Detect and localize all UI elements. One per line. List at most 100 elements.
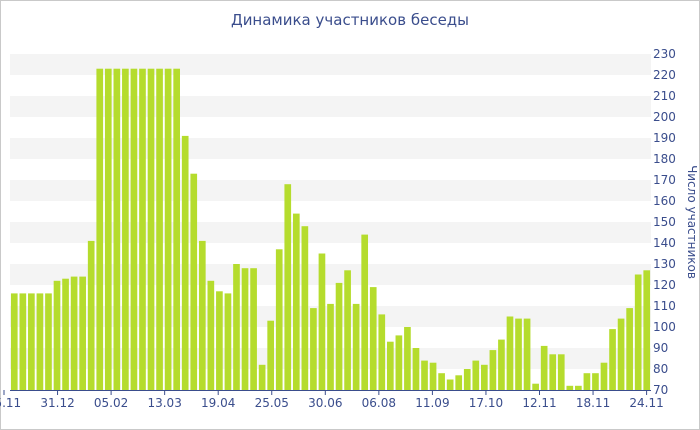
bar bbox=[318, 253, 326, 390]
x-tick-label: 25.05 bbox=[255, 396, 289, 410]
bar bbox=[275, 249, 283, 390]
bar bbox=[532, 383, 539, 390]
bar bbox=[173, 68, 180, 390]
bar bbox=[600, 362, 608, 390]
bar bbox=[216, 291, 223, 390]
bar bbox=[344, 270, 351, 390]
x-tick-label: 30.06 bbox=[308, 396, 342, 410]
bar bbox=[455, 375, 463, 390]
bar bbox=[498, 339, 505, 390]
bar bbox=[10, 293, 18, 390]
x-tick-label: 25.11 bbox=[0, 396, 21, 410]
bar-series bbox=[10, 68, 651, 390]
x-tick-label: 11.09 bbox=[415, 396, 449, 410]
y-tick-label: 140 bbox=[653, 236, 676, 250]
bar bbox=[19, 293, 27, 390]
x-tick-label: 31.12 bbox=[40, 396, 74, 410]
y-axis-label: Число участников bbox=[685, 165, 699, 279]
y-tick-label: 190 bbox=[653, 131, 676, 145]
bar bbox=[481, 364, 488, 390]
x-tick-label: 13.03 bbox=[147, 396, 181, 410]
x-tick-label: 18.11 bbox=[576, 396, 610, 410]
bar bbox=[523, 318, 531, 390]
y-tick-label: 70 bbox=[653, 383, 668, 397]
bar bbox=[463, 369, 471, 390]
bar bbox=[361, 234, 369, 390]
bar bbox=[515, 318, 522, 390]
bar bbox=[506, 316, 514, 390]
y-tick-label: 210 bbox=[653, 89, 676, 103]
bar bbox=[233, 264, 240, 390]
bar bbox=[224, 293, 232, 390]
bar bbox=[592, 373, 599, 390]
bar bbox=[301, 226, 309, 390]
bar bbox=[626, 308, 633, 390]
bar bbox=[241, 268, 249, 390]
bar bbox=[156, 68, 163, 390]
bar bbox=[335, 282, 343, 390]
bar bbox=[386, 341, 394, 390]
bar bbox=[446, 379, 454, 390]
bar bbox=[164, 68, 172, 390]
bar bbox=[549, 354, 557, 390]
y-tick-label: 110 bbox=[653, 299, 676, 313]
bar bbox=[643, 270, 651, 390]
bar bbox=[36, 293, 44, 390]
bar bbox=[198, 240, 206, 390]
y-tick-label: 150 bbox=[653, 215, 676, 229]
bar bbox=[45, 293, 52, 390]
bar bbox=[130, 68, 138, 390]
x-tick-label: 12.11 bbox=[522, 396, 556, 410]
bar bbox=[412, 348, 420, 390]
bar bbox=[540, 345, 548, 390]
bar bbox=[609, 329, 616, 390]
bar bbox=[139, 68, 146, 390]
bar bbox=[258, 364, 266, 390]
bar bbox=[566, 385, 574, 390]
bar bbox=[617, 318, 625, 390]
bar bbox=[575, 385, 582, 390]
x-axis-ticks: 25.11 31.12 05.02 13.03 19.04 25.05 30.06 06.08… bbox=[0, 390, 664, 410]
bar bbox=[28, 293, 35, 390]
y-tick-label: 90 bbox=[653, 341, 668, 355]
bar bbox=[634, 274, 642, 390]
bar bbox=[421, 360, 428, 390]
bar bbox=[147, 68, 155, 390]
bar bbox=[190, 173, 198, 390]
bar bbox=[378, 314, 386, 390]
bar bbox=[96, 68, 104, 390]
bar bbox=[113, 68, 121, 390]
y-tick-label: 180 bbox=[653, 152, 676, 166]
bar bbox=[181, 135, 189, 390]
bar bbox=[62, 278, 69, 390]
y-tick-label: 80 bbox=[653, 362, 668, 376]
x-tick-label: 24.11 bbox=[629, 396, 663, 410]
y-axis-ticks: 70 80 90 100 110 120 130 140 150 160 170 180 190 200 2… bbox=[653, 47, 676, 397]
bar bbox=[352, 303, 360, 390]
x-tick-label: 06.08 bbox=[362, 396, 396, 410]
y-tick-label: 100 bbox=[653, 320, 676, 334]
y-tick-label: 220 bbox=[653, 68, 676, 82]
y-tick-label: 200 bbox=[653, 110, 676, 124]
y-tick-label: 120 bbox=[653, 278, 676, 292]
bar bbox=[53, 280, 61, 390]
bar bbox=[489, 350, 497, 390]
bar bbox=[438, 373, 445, 390]
x-tick-label: 17.10 bbox=[469, 396, 503, 410]
bar bbox=[284, 184, 292, 390]
bar bbox=[327, 303, 334, 390]
y-tick-label: 160 bbox=[653, 194, 676, 208]
bar bbox=[87, 240, 95, 390]
bar bbox=[267, 320, 275, 390]
bar bbox=[79, 276, 86, 390]
bar bbox=[310, 308, 317, 390]
y-tick-label: 170 bbox=[653, 173, 676, 187]
bar bbox=[404, 327, 411, 390]
bar bbox=[207, 280, 215, 390]
bar bbox=[250, 268, 257, 390]
bar bbox=[429, 362, 437, 390]
bar bbox=[395, 335, 403, 390]
bar bbox=[104, 68, 112, 390]
bar bbox=[70, 276, 78, 390]
